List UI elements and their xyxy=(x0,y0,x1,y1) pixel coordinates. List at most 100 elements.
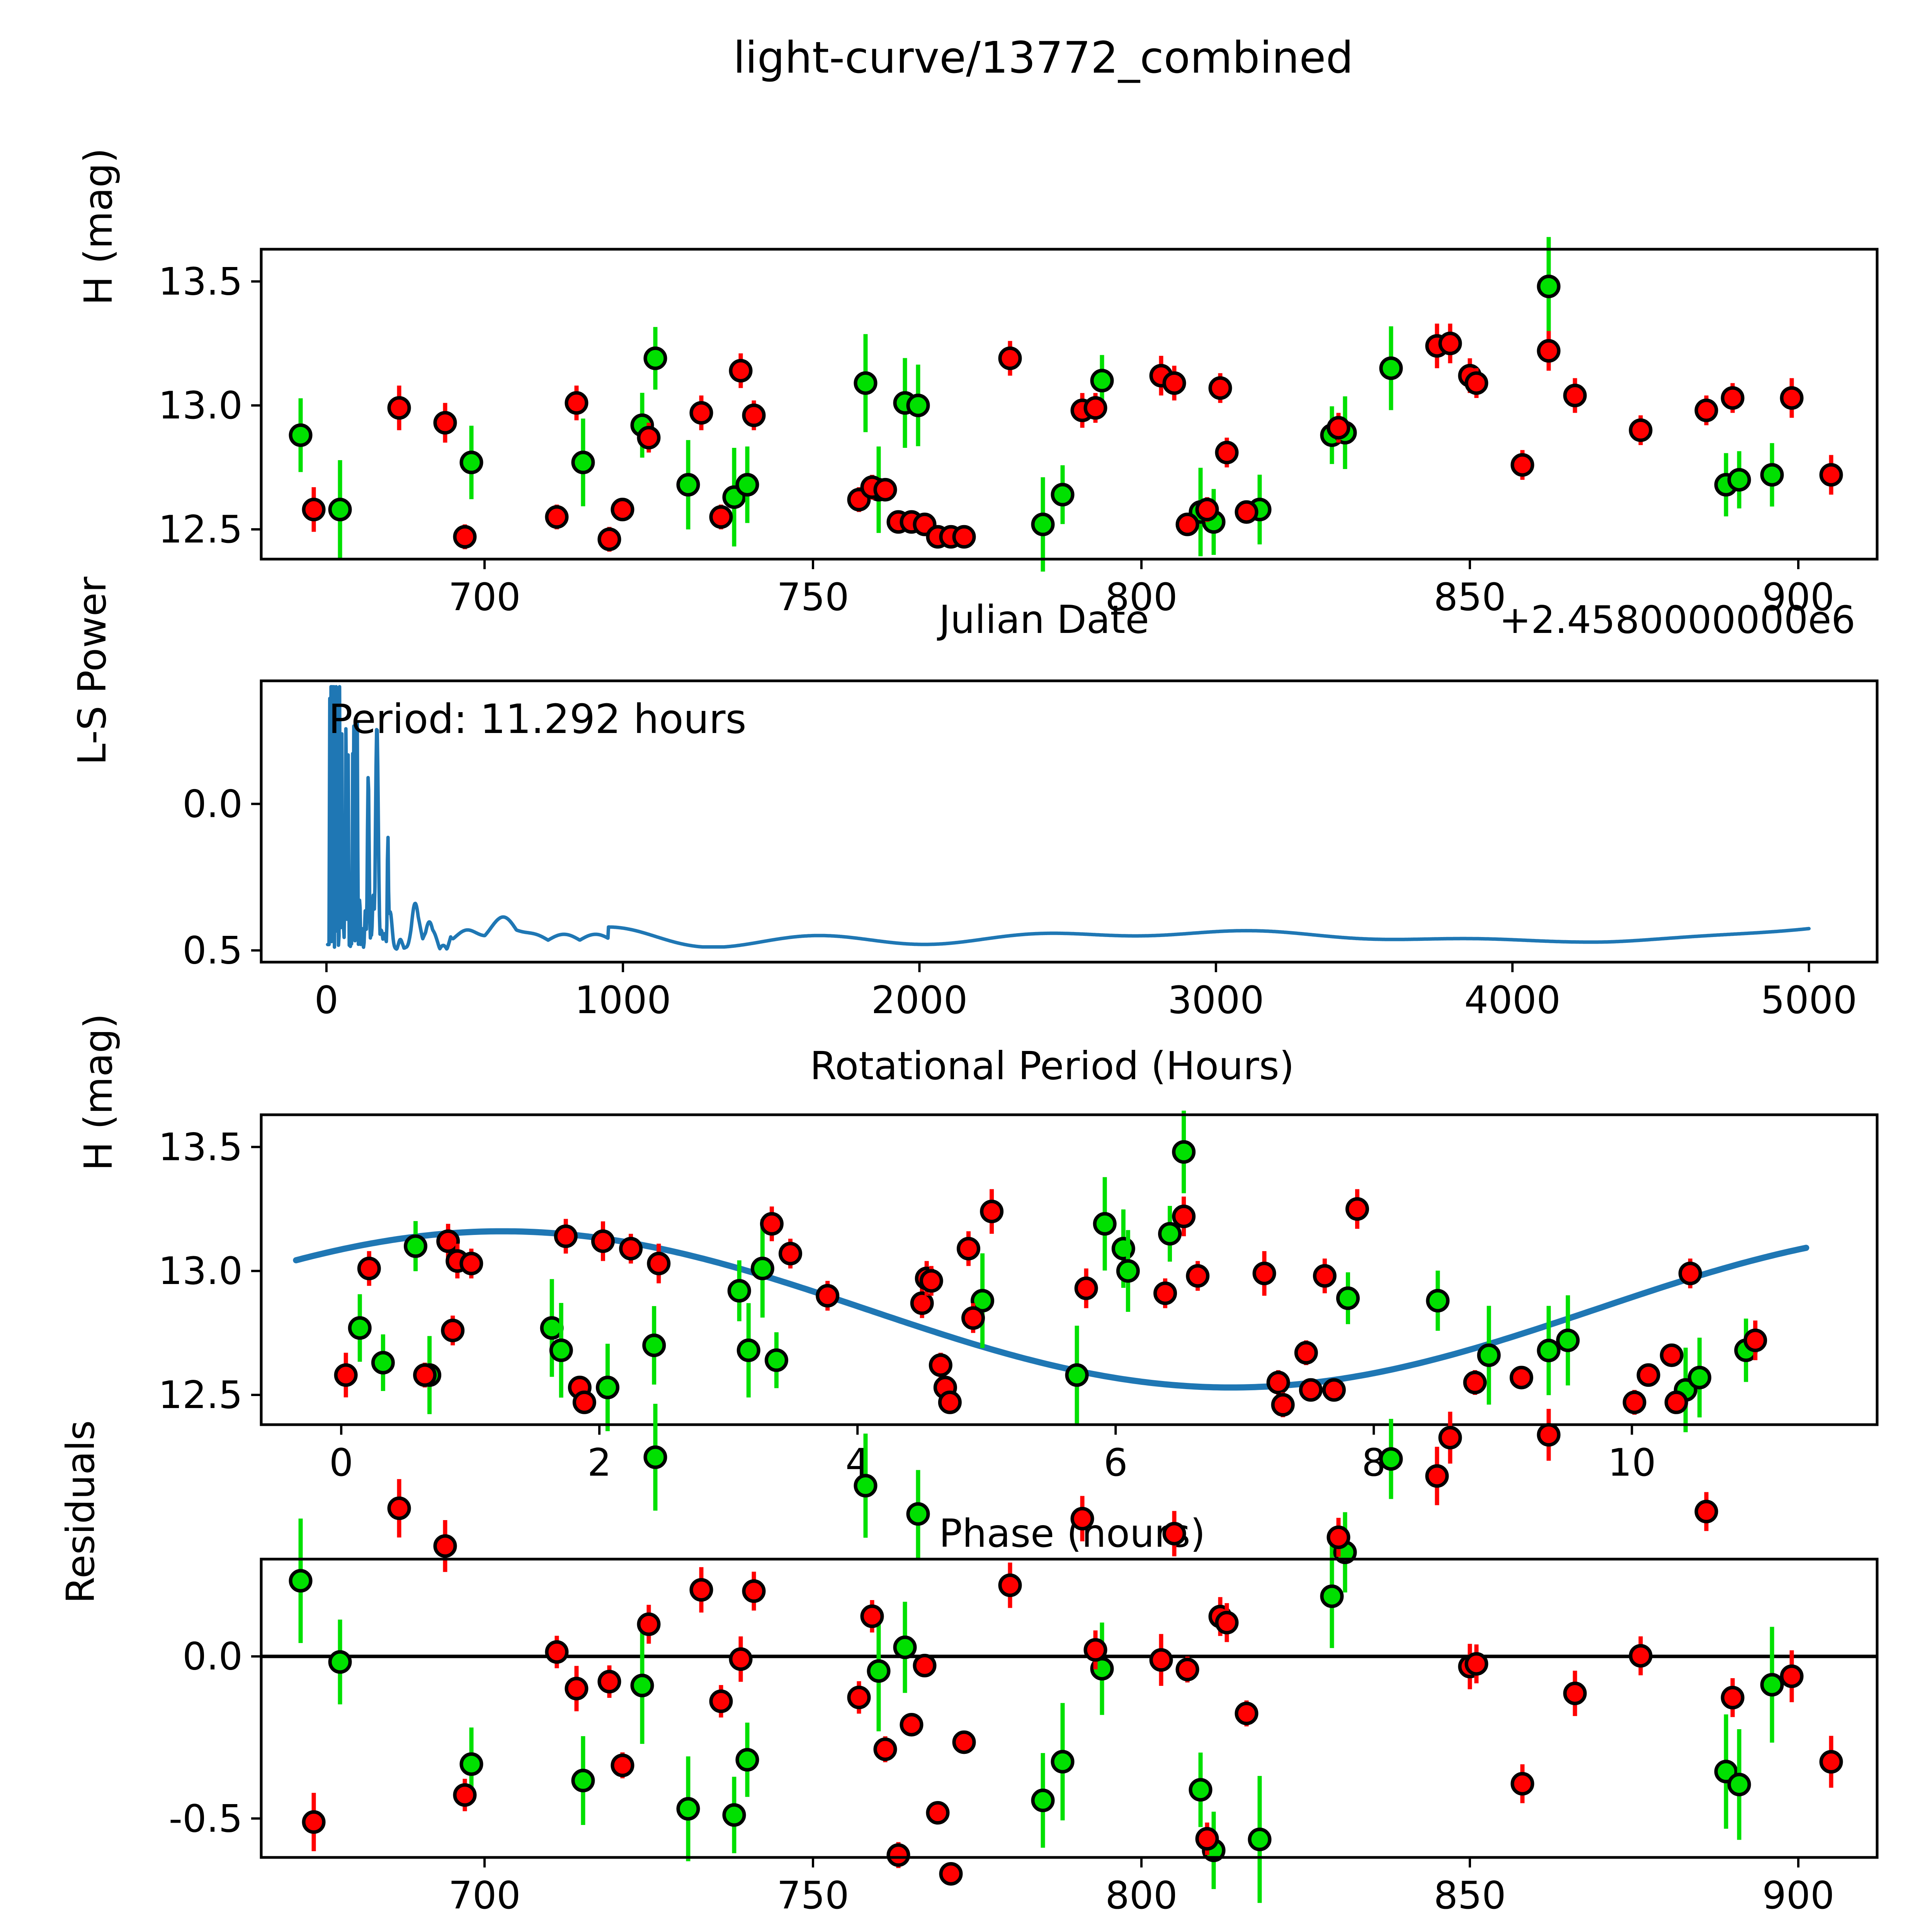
data-point xyxy=(1694,398,1718,422)
data-point xyxy=(854,1474,878,1498)
data-point xyxy=(1090,369,1114,393)
x-tick-label: 800 xyxy=(1105,1874,1177,1918)
data-point xyxy=(1031,1788,1055,1812)
x-tick-label: 700 xyxy=(448,1874,520,1918)
panel-residuals: 700 750 800 850 900 0.0 -0.5 Residuals Julian … xyxy=(0,1306,1932,1932)
x-tick-label: 700 xyxy=(448,575,520,619)
data-point xyxy=(926,1801,950,1825)
data-point xyxy=(873,1737,897,1761)
data-point xyxy=(597,527,621,551)
data-point xyxy=(722,1803,746,1827)
periodogram-xlabel: Rotational Period (Hours) xyxy=(810,1043,1294,1088)
data-point xyxy=(929,1353,952,1377)
data-point xyxy=(900,1713,923,1736)
data-point xyxy=(742,403,766,427)
y-tick-label: 12.5 xyxy=(158,508,243,552)
data-point xyxy=(1721,386,1745,410)
y-tick-label: 12.5 xyxy=(158,1373,243,1417)
phase-data xyxy=(334,1111,1767,1432)
data-point xyxy=(1266,1371,1290,1395)
data-point xyxy=(998,346,1022,370)
data-point xyxy=(1299,1378,1323,1402)
data-point xyxy=(1162,371,1186,395)
data-point xyxy=(1629,1644,1653,1668)
data-point xyxy=(1721,1685,1745,1709)
panel-phase-folded: 0 2 4 6 8 10 13.5 13.0 12.5 H (mag) Phase (hours… xyxy=(0,1014,1932,1600)
data-point xyxy=(571,451,595,474)
data-point xyxy=(1248,1827,1272,1851)
data-point xyxy=(727,1279,751,1303)
x-tick-label: 850 xyxy=(1434,575,1506,619)
data-point xyxy=(1510,1772,1534,1796)
data-point xyxy=(1070,1507,1094,1531)
data-point xyxy=(742,1579,766,1603)
data-point xyxy=(1235,500,1259,524)
data-point xyxy=(1687,1366,1711,1389)
data-point xyxy=(760,1212,784,1236)
data-point xyxy=(1215,1611,1239,1634)
x-tick-label: 750 xyxy=(777,1874,849,1918)
data-point xyxy=(1629,418,1653,442)
x-tick-label: 900 xyxy=(1762,1874,1834,1918)
data-point xyxy=(459,1752,483,1776)
data-point xyxy=(1186,1264,1210,1288)
data-point xyxy=(441,1318,465,1342)
y-tick-label: -0.5 xyxy=(169,1797,243,1841)
panel-periodogram: 0 1000 2000 3000 4000 5000 0.5 0.0 L-S Power Pe… xyxy=(0,577,1932,1121)
lightcurve-axes-frame xyxy=(260,248,1879,561)
data-point xyxy=(1175,1658,1199,1682)
data-point xyxy=(1426,1289,1450,1313)
data-point xyxy=(1083,1638,1107,1662)
data-point xyxy=(1208,376,1232,400)
x-tick-label: 3000 xyxy=(1168,978,1264,1022)
data-point xyxy=(554,1224,578,1248)
data-point xyxy=(549,1338,573,1362)
data-point xyxy=(643,1445,667,1469)
data-point xyxy=(1438,332,1462,355)
panel-lightcurve: 700 750 800 850 900 13.5 13.0 12.5 H (mag) Juli… xyxy=(0,0,1932,676)
data-point xyxy=(906,393,930,417)
data-point xyxy=(1336,1286,1360,1310)
data-point xyxy=(565,391,588,415)
data-point xyxy=(1727,468,1751,492)
data-point xyxy=(596,1376,620,1400)
data-point xyxy=(1636,1363,1660,1387)
data-point xyxy=(289,1569,313,1593)
data-point xyxy=(1195,498,1219,522)
data-point xyxy=(913,1654,937,1678)
residuals-ylabel: Residuals xyxy=(58,1420,103,1604)
data-point xyxy=(736,1338,760,1362)
data-point xyxy=(893,1635,917,1659)
x-tick-label: 900 xyxy=(1762,575,1834,619)
data-point xyxy=(545,505,569,529)
data-point xyxy=(1345,1197,1369,1221)
periodogram-ylabel: L-S Power xyxy=(70,577,115,765)
x-tick-label: 0 xyxy=(315,978,338,1022)
data-point xyxy=(919,1269,943,1293)
y-tick-label: 13.0 xyxy=(158,384,243,428)
data-point xyxy=(1743,1328,1767,1352)
data-point xyxy=(709,1689,733,1713)
data-point xyxy=(433,411,457,435)
data-point xyxy=(910,1291,934,1315)
data-point xyxy=(459,1252,483,1276)
data-point xyxy=(1660,1343,1684,1367)
data-point xyxy=(572,1390,596,1414)
data-point xyxy=(860,1604,884,1628)
data-point xyxy=(1252,1262,1276,1286)
data-point xyxy=(1379,356,1403,380)
data-point xyxy=(1509,1366,1533,1389)
data-point xyxy=(1074,1276,1098,1300)
data-point xyxy=(1780,386,1804,410)
data-point xyxy=(1760,463,1784,487)
page-title: light-curve/13772_combined xyxy=(733,33,1354,83)
x-tick-label: 800 xyxy=(1105,575,1177,619)
x-tick-label: 2 xyxy=(587,1441,611,1485)
data-point xyxy=(709,505,733,529)
data-point xyxy=(1195,1827,1219,1851)
lightcurve-axes: 700 750 800 850 900 13.5 13.0 12.5 xyxy=(158,260,1835,619)
data-point xyxy=(328,498,352,522)
data-point xyxy=(387,396,411,420)
period-annotation: Period: 11.292 hours xyxy=(328,696,747,743)
lightcurve-ylabel: H (mag) xyxy=(76,148,121,305)
